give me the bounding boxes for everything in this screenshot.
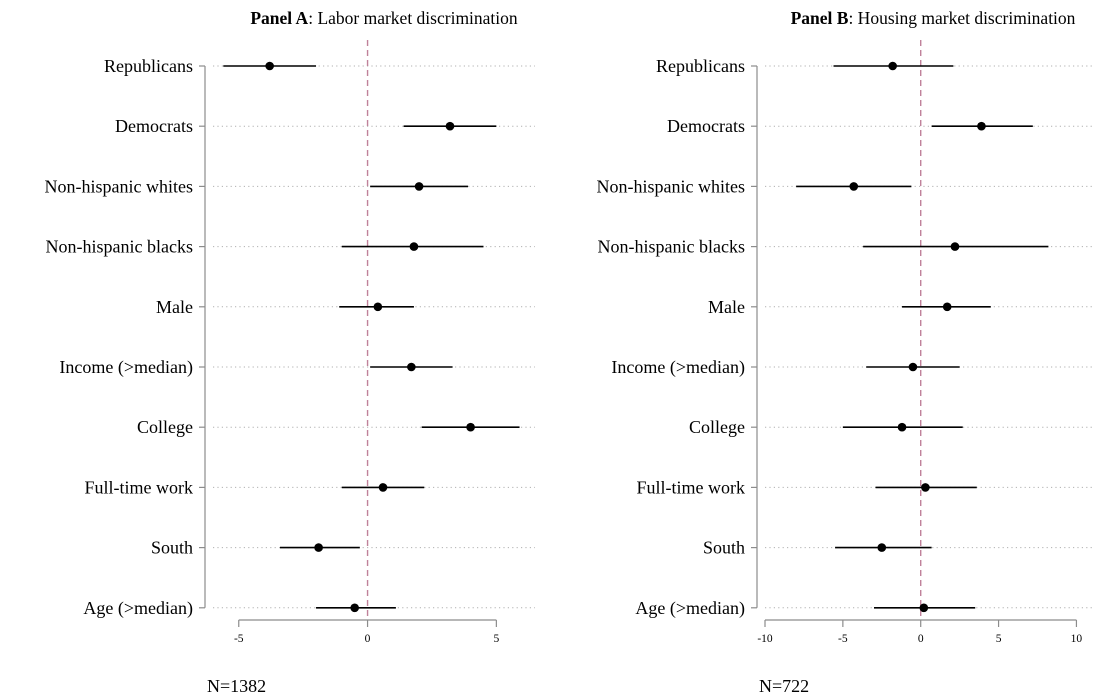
category-label: Full-time work [85,477,194,497]
point-estimate [921,483,930,492]
category-label: College [137,417,193,437]
point-estimate [350,603,359,613]
point-estimate [977,121,986,131]
point-estimate [265,61,274,71]
x-tick-label: -5 [838,633,848,645]
panel-title: Panel B: Housing market discrimination [791,8,1076,28]
point-estimate [414,182,424,191]
point-estimate [908,362,918,372]
category-label: Non-hispanic whites [597,176,745,196]
category-label: Full-time work [637,477,746,497]
point-estimate [378,483,388,492]
panel-a: Panel A: Labor market discrimination Repu… [45,8,535,696]
category-label: Age (>median) [635,598,745,619]
x-tick-label: 5 [996,633,1002,645]
point-estimate [314,543,323,552]
category-label: South [151,538,193,558]
panel-title-rest: : Housing market discrimination [848,8,1075,28]
point-estimate [942,302,952,312]
category-label: Non-hispanic blacks [46,237,193,257]
category-label: Income (>median) [611,357,745,378]
panel-title: Panel A: Labor market discrimination [250,8,518,28]
x-tick-label: 0 [918,633,924,645]
x-tick-label: -10 [757,633,773,645]
category-label: College [689,417,745,437]
category-label: Republicans [656,56,745,76]
category-label: South [703,538,745,558]
x-tick-label: -5 [234,633,244,645]
category-label: Republicans [104,56,193,76]
sample-size-note: N=1382 [207,676,266,696]
x-tick-label: 5 [493,633,499,645]
panel-b: Panel B: Housing market discrimination Re… [597,8,1092,696]
point-estimate [877,543,887,552]
sample-size-note: N=722 [759,676,809,696]
category-label: Non-hispanic whites [45,176,193,196]
point-estimate [849,182,859,191]
point-estimate [888,61,897,71]
panel-title-bold: Panel A [250,8,308,28]
category-label: Income (>median) [59,357,193,378]
category-label: Male [708,297,745,317]
x-tick-label: 10 [1071,633,1083,645]
point-estimate [373,302,383,312]
category-label: Non-hispanic blacks [598,237,745,257]
category-label: Democrats [115,116,193,136]
category-label: Age (>median) [83,598,193,619]
category-label: Male [156,297,193,317]
panel-title-rest: : Labor market discrimination [308,8,518,28]
point-estimate [466,422,475,432]
point-estimate [445,121,455,131]
point-estimate [919,603,929,613]
point-estimate [950,242,960,251]
point-estimate [897,422,907,432]
point-estimate [407,362,416,372]
x-tick-label: 0 [365,633,371,645]
point-estimate [409,242,419,251]
category-label: Democrats [667,116,745,136]
panel-title-bold: Panel B [791,8,849,28]
